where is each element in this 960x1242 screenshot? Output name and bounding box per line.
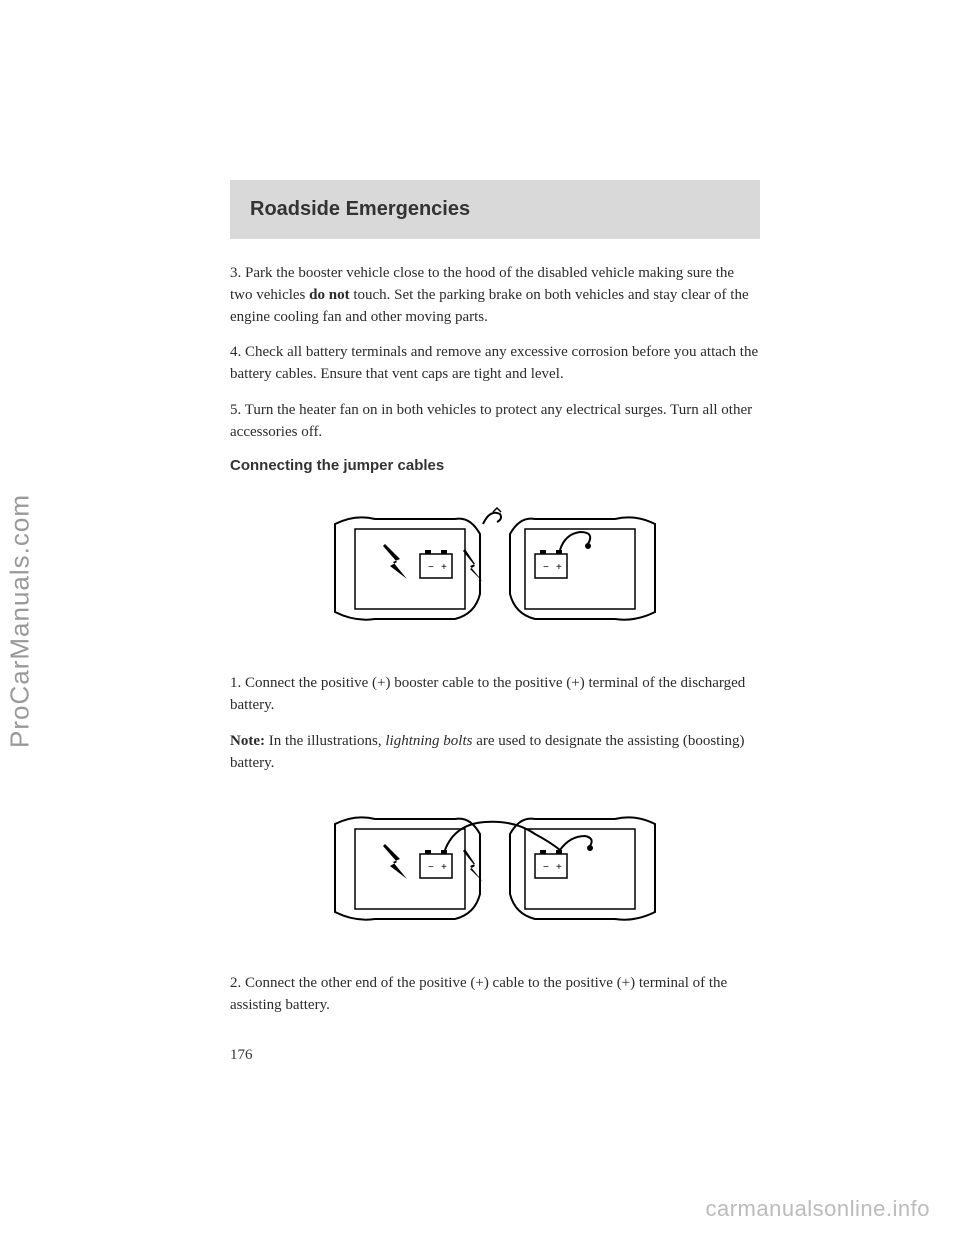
section-header-title: Roadside Emergencies <box>250 198 740 221</box>
note-italic: lightning bolts <box>385 733 472 749</box>
page-number: 176 <box>230 1047 760 1064</box>
note-before: In the illustrations, <box>265 733 385 749</box>
p3-bold-text: do not <box>309 287 349 303</box>
note-label: Note: <box>230 733 265 749</box>
svg-text:−: − <box>428 562 434 573</box>
section-heading-connecting: Connecting the jumper cables <box>230 457 760 474</box>
svg-text:−: − <box>428 862 434 873</box>
jumper-cable-diagram-2: − + − + <box>325 794 665 944</box>
diagram-1-container: − + − + <box>230 494 760 649</box>
paragraph-note: Note: In the illustrations, lightning bo… <box>230 731 760 775</box>
sidebar-watermark: ProCarManuals.com <box>5 494 36 748</box>
svg-text:+: + <box>441 862 447 873</box>
paragraph-step-3: 3. Park the booster vehicle close to the… <box>230 263 760 328</box>
paragraph-step-1: 1. Connect the positive (+) booster cabl… <box>230 673 760 717</box>
svg-text:+: + <box>441 562 447 573</box>
paragraph-step-4: 4. Check all battery terminals and remov… <box>230 342 760 386</box>
paragraph-step-5: 5. Turn the heater fan on in both vehicl… <box>230 400 760 444</box>
jumper-cable-diagram-1: − + − + <box>325 494 665 644</box>
page-content: Roadside Emergencies 3. Park the booster… <box>0 0 960 1124</box>
svg-text:−: − <box>543 862 549 873</box>
svg-text:+: + <box>556 862 562 873</box>
svg-text:−: − <box>543 562 549 573</box>
section-header-bar: Roadside Emergencies <box>230 180 760 239</box>
diagram-2-container: − + − + <box>230 794 760 949</box>
paragraph-step-2: 2. Connect the other end of the positive… <box>230 973 760 1017</box>
footer-watermark: carmanualsonline.info <box>705 1196 930 1222</box>
svg-text:+: + <box>556 562 562 573</box>
